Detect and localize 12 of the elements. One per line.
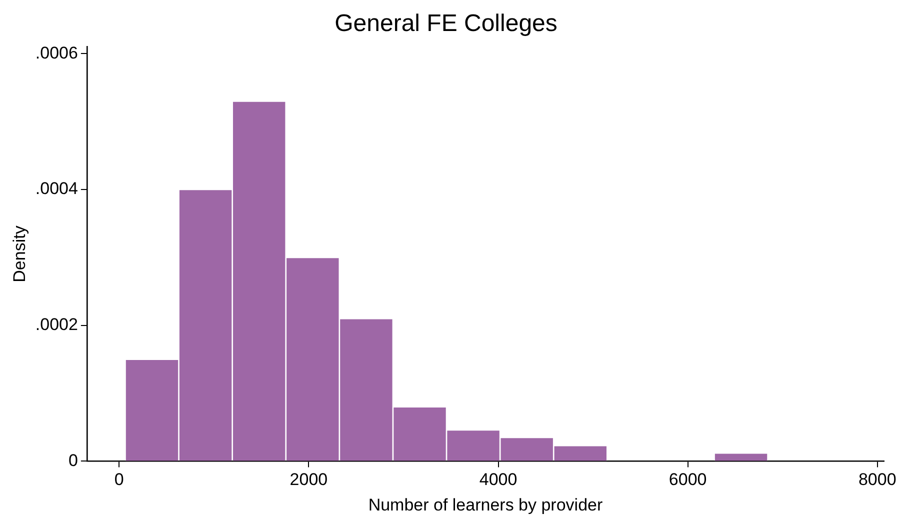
x-tick-label: 8000 [858, 470, 896, 490]
y-tick-label: .0002 [35, 315, 78, 334]
x-tick-label: 2000 [290, 470, 328, 490]
y-axis-title: Density [10, 225, 29, 282]
y-tick-label: .0004 [35, 179, 78, 198]
x-axis-title: Number of learners by provider [368, 495, 603, 514]
y-tick-label: 0 [68, 450, 78, 470]
x-tick-label: 4000 [479, 470, 518, 490]
y-tick-label: .0006 [35, 43, 78, 62]
chart-title: General FE Colleges [334, 10, 558, 38]
x-tick-label: 0 [114, 470, 124, 490]
x-tick-label: 6000 [668, 470, 707, 490]
